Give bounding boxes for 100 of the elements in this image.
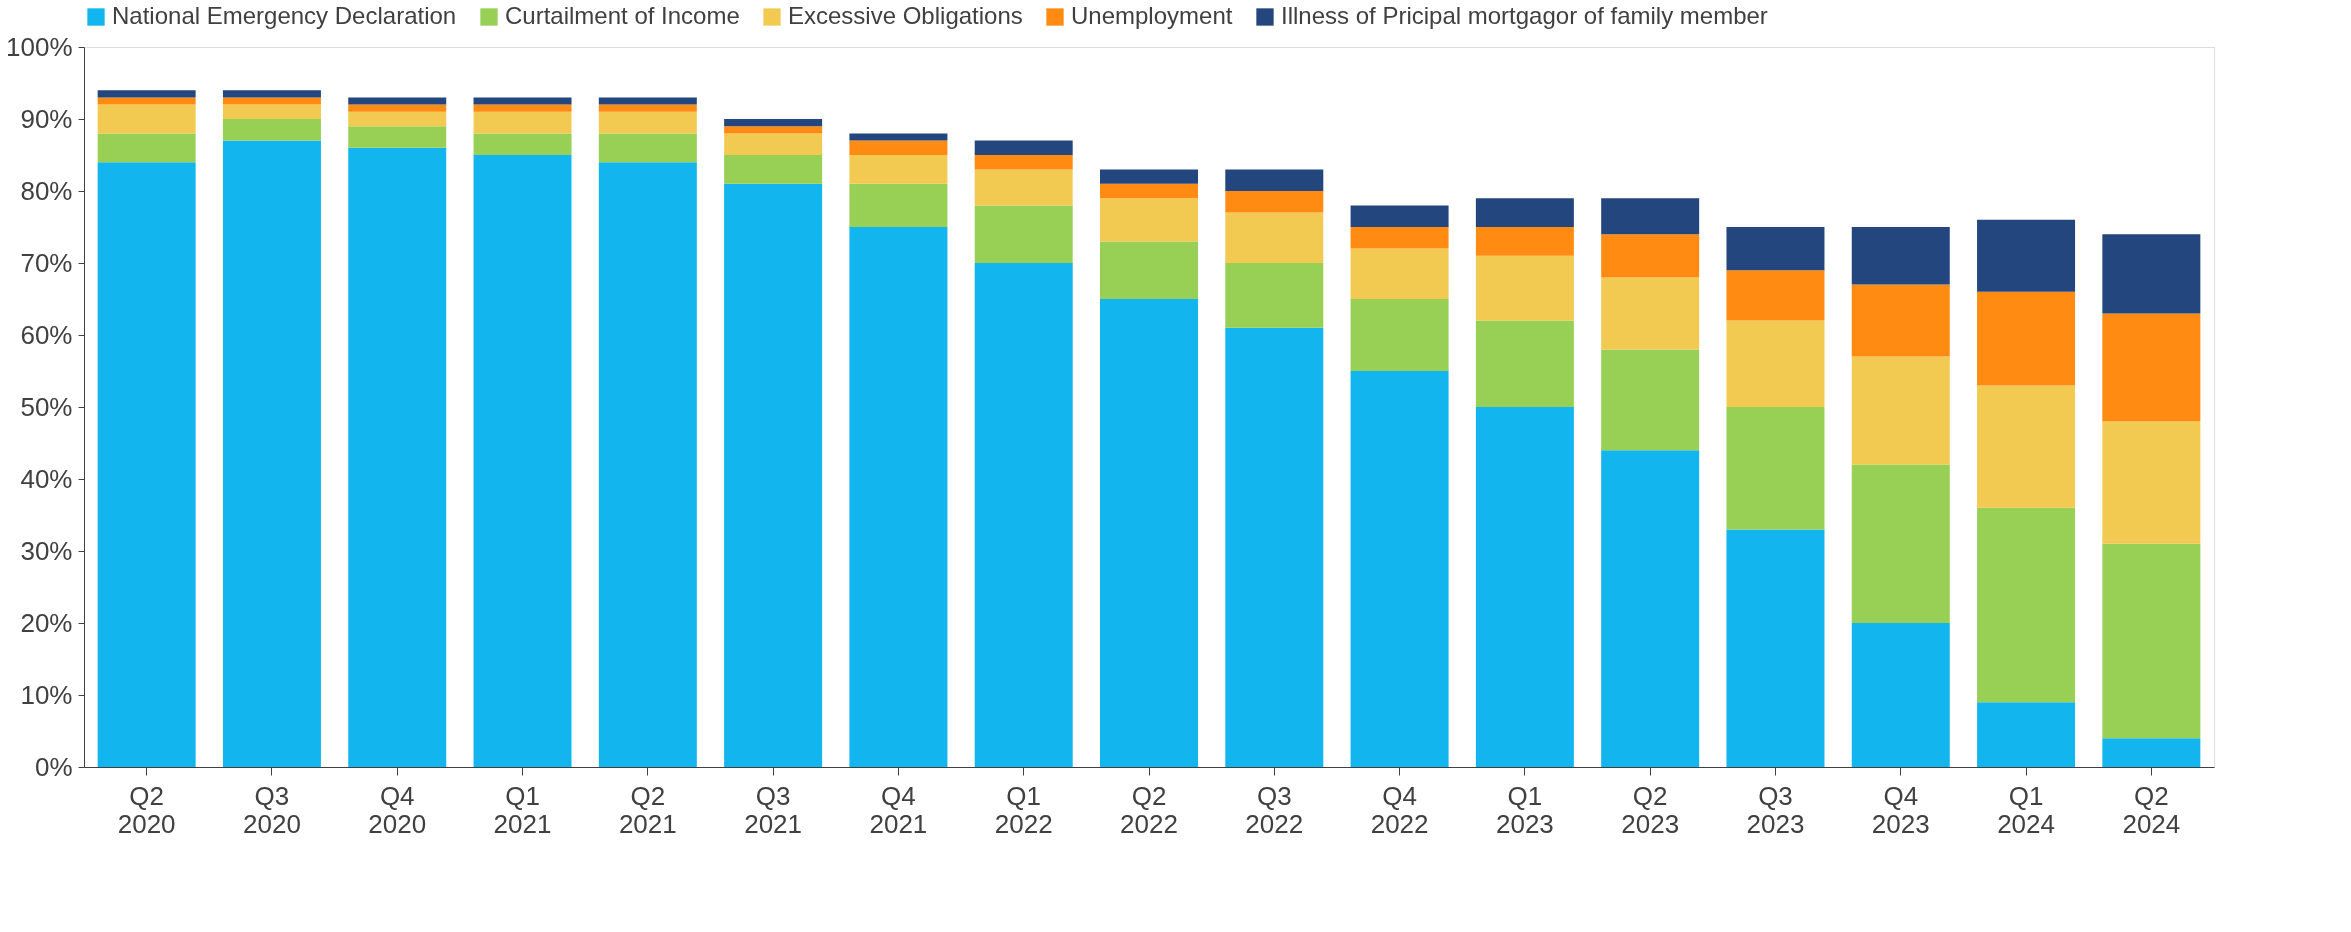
bar <box>1350 227 1449 249</box>
x-tick-label: Q3 2023 <box>1746 780 1805 839</box>
bar <box>1977 291 2076 386</box>
bar <box>473 97 572 105</box>
bar <box>1851 464 1950 623</box>
bar <box>974 205 1073 263</box>
bar <box>1601 234 1700 278</box>
x-tick-label: Q4 2022 <box>1370 780 1429 839</box>
bar <box>849 227 948 767</box>
bar <box>2102 738 2201 767</box>
y-tick-label: 40% <box>20 463 73 494</box>
bar <box>222 90 321 98</box>
bar <box>1475 198 1574 227</box>
bar <box>348 111 447 127</box>
bar <box>222 104 321 119</box>
legend-label: Excessive Obligations <box>788 2 1023 29</box>
bar <box>974 155 1073 170</box>
y-tick-label: 100% <box>6 31 73 62</box>
bar <box>348 126 447 148</box>
bar <box>1726 529 1825 767</box>
bar <box>222 140 321 767</box>
x-tick-label: Q4 2023 <box>1871 780 1930 839</box>
x-tick-label: Q1 2022 <box>994 780 1053 839</box>
bar <box>1851 284 1950 357</box>
bar <box>598 111 697 134</box>
bar <box>598 104 697 112</box>
x-tick-label: Q1 2021 <box>493 780 552 839</box>
bar <box>97 133 196 163</box>
bar <box>1601 277 1700 350</box>
bar <box>1851 623 1950 767</box>
bar <box>1350 299 1449 371</box>
bar <box>1726 227 1825 271</box>
bar <box>473 133 572 155</box>
bar <box>1225 169 1324 191</box>
bar <box>1350 248 1449 299</box>
y-tick-label: 0% <box>34 751 73 782</box>
bar <box>1601 450 1700 767</box>
legend-label: National Emergency Declaration <box>112 2 457 29</box>
bar <box>1225 263 1324 328</box>
bar <box>2102 313 2201 422</box>
y-tick-label: 20% <box>20 607 73 638</box>
bar <box>222 97 321 105</box>
x-tick-label: Q2 2024 <box>2122 780 2181 839</box>
bar <box>1225 212 1324 263</box>
bar <box>1100 299 1198 767</box>
bar <box>724 155 823 184</box>
bar <box>724 183 823 767</box>
legend-label: Illness of Pricipal mortgagor of family member <box>1281 2 1768 29</box>
x-tick-label: Q3 2022 <box>1245 780 1304 839</box>
bar <box>1100 241 1198 299</box>
bar <box>1475 320 1574 407</box>
bar <box>598 133 697 163</box>
bar <box>97 90 196 98</box>
bar <box>1225 191 1324 213</box>
x-tick-label: Q3 2021 <box>744 780 803 839</box>
bar <box>1225 327 1324 767</box>
bar <box>1350 205 1449 227</box>
bar <box>1475 227 1574 256</box>
x-tick-label: Q2 2021 <box>618 780 677 839</box>
y-tick-label: 10% <box>20 679 73 710</box>
bar <box>97 97 196 105</box>
x-tick-label: Q1 2024 <box>1997 780 2055 839</box>
bar <box>473 111 572 134</box>
x-tick-label: Q1 2023 <box>1495 780 1554 839</box>
bar <box>1601 349 1700 451</box>
x-tick-label: Q2 2020 <box>117 780 176 839</box>
bar <box>1350 371 1449 767</box>
x-tick-label: Q2 2022 <box>1120 780 1178 839</box>
x-tick-label: Q3 2020 <box>243 780 301 839</box>
bar <box>473 155 572 767</box>
bar <box>1851 227 1950 285</box>
bar <box>348 104 447 112</box>
x-tick-label: Q4 2021 <box>869 780 928 839</box>
y-tick-label: 30% <box>20 535 73 566</box>
bar <box>97 104 196 134</box>
y-tick-label: 80% <box>20 175 73 206</box>
legend-label: Unemployment <box>1071 2 1233 29</box>
bar <box>1977 507 2076 703</box>
bar <box>724 133 823 155</box>
bar <box>1851 356 1950 465</box>
bar <box>1601 198 1700 235</box>
bar <box>2102 543 2201 739</box>
bar <box>1475 407 1574 767</box>
bar <box>222 119 321 141</box>
bar <box>1977 219 2076 292</box>
bar <box>1726 320 1825 407</box>
bar <box>598 162 697 767</box>
x-tick-label: Q4 2020 <box>368 780 427 839</box>
bar <box>724 126 823 134</box>
bar <box>974 263 1073 767</box>
bar <box>1977 385 2076 508</box>
bar <box>1475 255 1574 321</box>
bar <box>1726 270 1825 321</box>
y-tick-label: 50% <box>20 391 73 422</box>
bar <box>598 97 697 105</box>
bar <box>97 162 196 767</box>
legend-label: Curtailment of Income <box>505 2 740 29</box>
bar <box>473 104 572 112</box>
bar <box>348 147 447 767</box>
bar <box>849 183 948 227</box>
